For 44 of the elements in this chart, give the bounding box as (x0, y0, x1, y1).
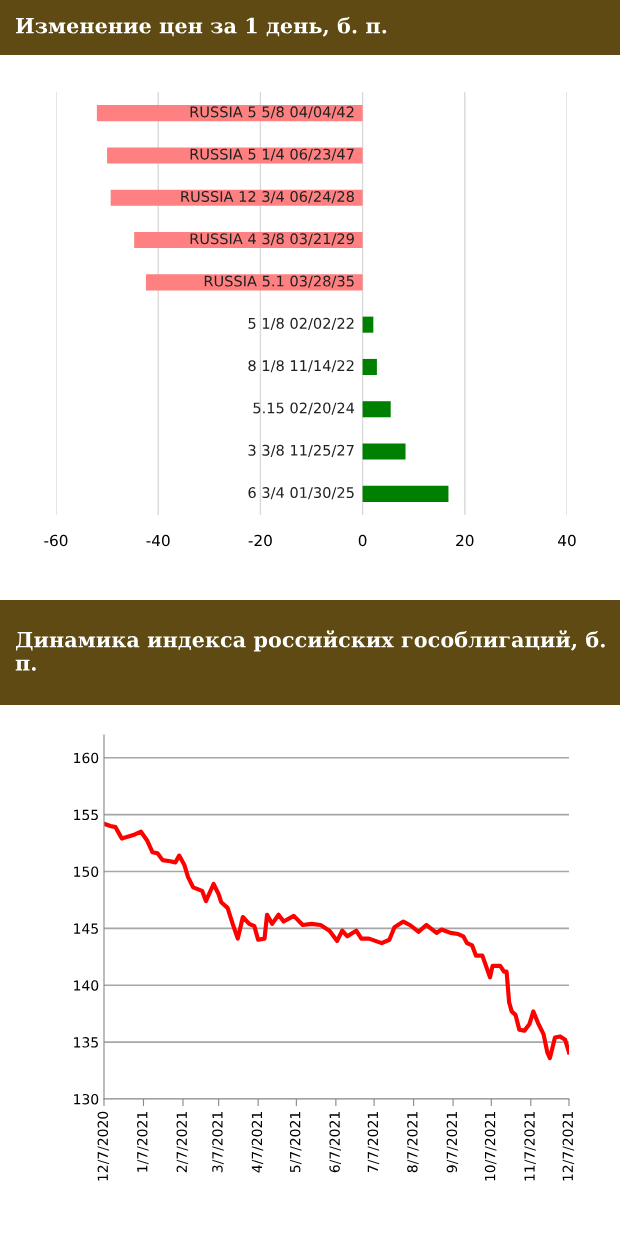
x-tick-label: 12/7/2020 (97, 1111, 110, 1181)
x-tick-label: 0 (358, 534, 367, 547)
y-tick-label: 5 1/8 02/02/22 (248, 317, 354, 331)
x-tick-label: 3/7/2021 (212, 1112, 224, 1173)
y-tick-label: 140 (74, 980, 99, 991)
bar (362, 401, 391, 418)
y-tick-label: 160 (74, 752, 99, 764)
bar (362, 443, 406, 460)
y-tick-label: 145 (74, 923, 98, 934)
bar (362, 316, 374, 333)
x-tick-label: 4/7/2021 (251, 1112, 264, 1173)
x-tick-label: 10/7/2021 (484, 1112, 497, 1181)
y-tick-label: RUSSIA 5 1/4 06/23/47 (190, 148, 354, 161)
x-tick-label: 11/7/2021 (524, 1112, 536, 1181)
chart-title: Изменение цен за 1 день, б. п. (15, 17, 387, 37)
y-tick-label: RUSSIA 5 5/8 04/04/42 (190, 106, 354, 119)
bar (362, 358, 377, 375)
x-tick-label: 9/7/2021 (446, 1112, 459, 1173)
y-tick-label: 135 (74, 1037, 98, 1048)
x-tick-label: -60 (44, 534, 68, 547)
y-tick-label: RUSSIA 5.1 03/28/35 (204, 275, 354, 288)
x-tick-label: 7/7/2021 (367, 1112, 380, 1173)
x-tick-label: 12/7/2021 (562, 1112, 575, 1181)
x-tick-label: 8/7/2021 (407, 1112, 419, 1173)
y-tick-label: 150 (74, 866, 99, 877)
y-tick-label: RUSSIA 4 3/8 03/21/29 (190, 233, 354, 246)
y-tick-label: 5.15 02/20/24 (253, 402, 355, 415)
x-tick-label: 6/7/2021 (329, 1112, 341, 1173)
x-tick-label: 20 (456, 534, 474, 547)
y-tick-label: 3 3/8 11/25/27 (248, 444, 354, 457)
y-tick-label: RUSSIA 12 3/4 06/24/28 (181, 190, 354, 204)
y-tick-label: 6 3/4 01/30/25 (248, 487, 354, 500)
x-tick-label: 2/7/2021 (176, 1112, 189, 1173)
x-tick-label: 40 (558, 534, 576, 547)
y-tick-label: 8 1/8 11/14/22 (248, 360, 354, 373)
x-tick-label: 5/7/2021 (289, 1112, 302, 1173)
y-tick-label: 130 (74, 1093, 99, 1105)
bar (362, 485, 449, 502)
line-series (104, 821, 569, 1061)
x-tick-label: 1/7/2021 (137, 1112, 149, 1172)
x-tick-label: -20 (248, 534, 272, 547)
chart-title: Динамика индекса российских гособлигаций, б. п. (15, 630, 605, 671)
y-tick-label: 155 (74, 809, 98, 821)
x-tick-label: -40 (146, 534, 170, 547)
